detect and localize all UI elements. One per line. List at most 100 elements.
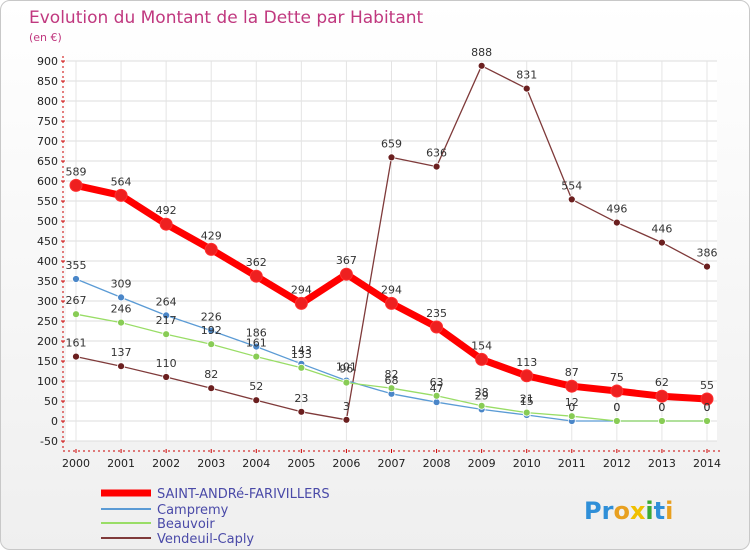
data-label: 47 <box>430 382 444 395</box>
data-point <box>72 275 80 283</box>
data-label: 38 <box>475 386 489 399</box>
legend-label: Campremy <box>157 503 229 518</box>
data-point <box>387 153 396 162</box>
data-point <box>252 396 261 405</box>
data-point <box>117 318 125 327</box>
y-tick-label: 550 <box>37 195 58 208</box>
series-beauvoir <box>72 310 711 425</box>
data-point <box>477 61 486 70</box>
data-point <box>612 417 621 425</box>
data-label: 15 <box>520 395 534 408</box>
y-tick-label: 350 <box>37 275 58 288</box>
logo-text: Proxiti <box>584 497 673 525</box>
y-tick-label: 0 <box>51 415 58 428</box>
data-label: 429 <box>201 229 222 242</box>
data-label: 355 <box>66 259 87 272</box>
logo-letter: o <box>613 497 630 525</box>
legend-item: Campremy <box>101 503 229 518</box>
data-label: 113 <box>516 356 537 369</box>
data-point <box>252 352 261 361</box>
data-label: 659 <box>381 137 402 150</box>
legend-label: SAINT-ANDRé-FARIVILLERS <box>157 487 330 502</box>
data-label: 12 <box>565 396 579 409</box>
data-label: 217 <box>156 314 177 327</box>
data-label: 63 <box>430 376 444 389</box>
data-point <box>567 195 576 204</box>
x-tick-label: 2009 <box>468 457 496 470</box>
data-label: 246 <box>111 303 132 316</box>
y-tick-label: 500 <box>37 215 58 228</box>
legend-item: Beauvoir <box>101 517 215 532</box>
x-tick-label: 2014 <box>693 457 721 470</box>
x-tick-label: 2006 <box>332 457 360 470</box>
data-label: 154 <box>471 339 492 352</box>
legend-item: Vendeuil-Caply <box>101 532 254 547</box>
data-label: 161 <box>66 337 87 350</box>
y-tick-label: 800 <box>37 95 58 108</box>
series-vendeuil-caply <box>72 61 711 424</box>
data-point <box>432 391 441 400</box>
series-saint-andr-farivillers <box>69 178 714 406</box>
data-label: 554 <box>561 179 582 192</box>
logo-letter: i <box>645 497 653 525</box>
y-tick-label: 150 <box>37 355 58 368</box>
data-label: 367 <box>336 254 357 267</box>
series-layer <box>69 61 714 425</box>
data-point <box>387 384 396 393</box>
data-label: 101 <box>336 361 357 374</box>
logo-letter: i <box>665 497 673 525</box>
y-tick-label: 100 <box>37 375 58 388</box>
data-label: 294 <box>381 283 402 296</box>
data-point <box>565 379 579 393</box>
x-tick-label: 2000 <box>62 457 90 470</box>
logo-letter: x <box>630 497 646 525</box>
data-point <box>520 369 534 383</box>
data-point <box>522 84 531 93</box>
data-point <box>114 188 128 202</box>
data-label: 3 <box>343 400 350 413</box>
data-point <box>477 401 486 410</box>
data-label: 137 <box>111 346 132 359</box>
data-point <box>72 310 80 319</box>
y-tick-label: 750 <box>37 115 58 128</box>
chart-title: Evolution du Montant de la Dette par Hab… <box>29 8 424 28</box>
data-label: 82 <box>385 368 399 381</box>
data-point <box>612 218 621 227</box>
data-label: 386 <box>697 247 718 260</box>
data-point <box>522 408 531 417</box>
data-label: 362 <box>246 256 267 269</box>
y-tick-label: 400 <box>37 255 58 268</box>
y-tick-label: 900 <box>37 55 58 68</box>
data-point <box>294 296 308 310</box>
data-point <box>342 378 351 387</box>
x-tick-label: 2005 <box>287 457 315 470</box>
data-point <box>339 267 353 281</box>
y-tick-label: 50 <box>44 395 58 408</box>
data-label: 0 <box>658 401 665 414</box>
x-tick-label: 2001 <box>107 457 135 470</box>
y-tick-label: 300 <box>37 295 58 308</box>
data-label: 75 <box>610 371 624 384</box>
data-label: 62 <box>655 376 669 389</box>
data-point <box>162 311 171 320</box>
data-point <box>162 330 171 339</box>
x-tick-label: 2011 <box>558 457 586 470</box>
data-label: 186 <box>246 327 267 340</box>
data-point <box>69 178 83 192</box>
x-tick-label: 2002 <box>152 457 180 470</box>
data-label: 264 <box>156 295 177 308</box>
logo-letter: P <box>584 497 602 525</box>
data-point <box>207 326 216 335</box>
legend-item: SAINT-ANDRé-FARIVILLERS <box>101 487 330 502</box>
data-label: 0 <box>704 401 711 414</box>
data-point <box>567 412 576 421</box>
y-tick-label: 850 <box>37 75 58 88</box>
data-label: 29 <box>475 389 489 402</box>
data-point <box>117 362 125 371</box>
chart-subtitle: (en €) <box>29 31 62 44</box>
data-label: 831 <box>516 69 537 82</box>
legend-label: Vendeuil-Caply <box>157 532 254 547</box>
data-point <box>342 415 351 424</box>
data-point <box>385 296 398 310</box>
